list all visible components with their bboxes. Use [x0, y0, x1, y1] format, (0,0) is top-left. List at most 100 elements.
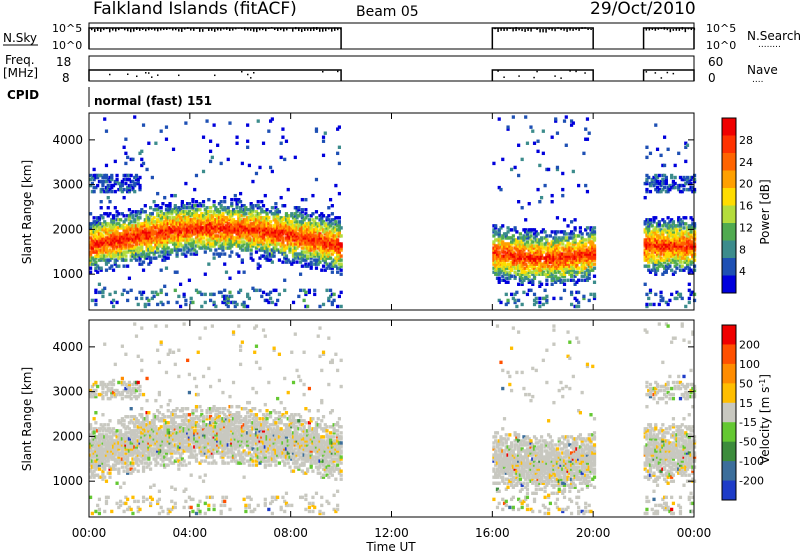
power-cell: [321, 236, 326, 240]
power-cell: [147, 298, 151, 303]
power-cell: [228, 214, 232, 218]
power-cell: [173, 204, 177, 208]
power-cell: [555, 258, 560, 262]
power-cell: [129, 246, 133, 250]
power-cell: [561, 268, 565, 272]
power-cell: [168, 218, 172, 222]
power-cell: [92, 177, 96, 182]
power-cell: [306, 238, 310, 242]
velocity-cell: [127, 443, 132, 447]
power-cell: [187, 228, 192, 232]
power-cell: [290, 242, 294, 246]
power-cell: [655, 234, 660, 238]
power-cell: [323, 236, 327, 240]
power-cell: [538, 254, 542, 258]
power-cell: [532, 141, 537, 145]
power-cell: [164, 214, 169, 218]
power-cell: [664, 175, 668, 180]
power-cell: [253, 240, 257, 244]
power-cell: [106, 252, 110, 256]
power-cell: [198, 216, 202, 220]
power-cell: [265, 254, 269, 258]
power-cell: [314, 242, 319, 246]
power-cell: [260, 218, 264, 222]
station-title: Falkland Islands (fitACF): [93, 0, 297, 19]
power-cell: [223, 218, 227, 222]
power-cell: [339, 234, 343, 238]
power-cell: [539, 262, 544, 266]
power-cell: [587, 260, 591, 264]
power-cell: [547, 250, 551, 254]
power-cell: [529, 250, 533, 254]
power-cell: [692, 236, 697, 240]
power-cell: [564, 268, 568, 272]
power-cell: [260, 294, 264, 299]
power-cell: [233, 228, 237, 232]
power-cell: [678, 258, 683, 262]
power-cell: [173, 248, 177, 252]
power-cell: [659, 294, 663, 299]
power-cell: [671, 222, 676, 226]
power-cell: [205, 230, 209, 234]
power-cell: [249, 222, 253, 226]
power-cell: [198, 228, 202, 232]
power-cell: [532, 298, 537, 303]
power-cell: [221, 248, 225, 252]
velocity-cell: [94, 435, 98, 439]
power-cell: [237, 236, 241, 240]
power-cell: [221, 232, 225, 236]
power-cell: [247, 218, 252, 222]
power-cell: [284, 238, 289, 242]
power-cell: [230, 222, 234, 226]
power-cell: [307, 246, 312, 250]
power-cell: [318, 240, 322, 244]
power-cell: [332, 236, 336, 240]
velocity-cell: [104, 447, 109, 451]
power-cell: [509, 262, 514, 266]
power-cell: [517, 199, 521, 204]
power-cell: [511, 258, 515, 262]
velocity-cell: [89, 427, 93, 431]
power-cell: [244, 212, 248, 216]
power-cell: [307, 232, 312, 236]
power-cell: [291, 226, 296, 230]
power-cell: [534, 248, 538, 252]
power-cell: [260, 208, 264, 212]
power-cell: [670, 268, 674, 272]
power-cell: [689, 268, 693, 272]
velocity-cell: [118, 453, 123, 457]
power-cell: [108, 230, 112, 234]
power-cell: [221, 226, 225, 230]
velocity-cell: [97, 445, 102, 449]
power-cell: [166, 252, 170, 256]
power-cell: [159, 220, 163, 224]
power-cell: [677, 218, 681, 222]
power-cell: [568, 266, 572, 270]
power-cell: [502, 232, 507, 236]
power-cell: [518, 248, 523, 252]
velocity-cell: [89, 449, 93, 453]
velocity-cell: [113, 447, 117, 451]
power-cell: [230, 224, 234, 228]
power-cell: [691, 290, 695, 295]
power-cell: [580, 248, 584, 252]
power-cell: [589, 228, 593, 232]
power-cell: [140, 230, 144, 234]
power-cell: [557, 260, 561, 264]
power-cell: [666, 187, 670, 192]
power-cell: [668, 254, 672, 258]
nsky-trace-spike: [298, 27, 300, 32]
power-cell: [261, 246, 266, 250]
power-cell: [270, 252, 274, 256]
power-cell: [332, 246, 336, 250]
power-cell: [577, 266, 581, 270]
power-cell: [141, 161, 146, 166]
power-cell: [647, 230, 651, 234]
power-cell: [103, 244, 107, 248]
power-cell: [509, 274, 514, 278]
power-cell: [226, 296, 230, 301]
power-cell: [258, 240, 262, 244]
power-cell: [691, 189, 695, 194]
power-cell: [675, 256, 679, 260]
power-cell: [134, 177, 139, 182]
